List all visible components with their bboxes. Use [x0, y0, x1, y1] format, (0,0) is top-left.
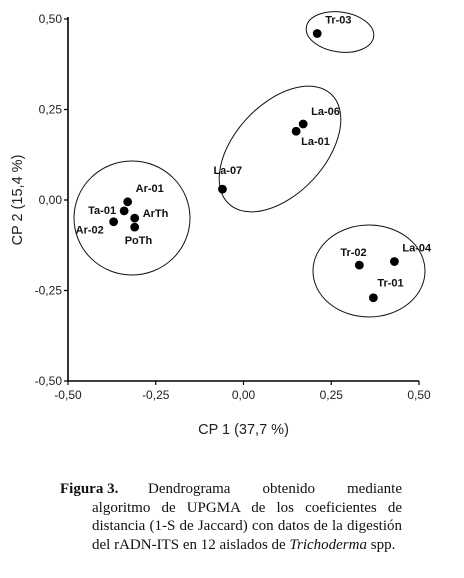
caption-lead: Figura 3. — [60, 481, 119, 497]
cluster-ellipse — [218, 85, 342, 213]
scatter-plot: 0,50 0,25 0,00 -0,25 -0,50-0,50 -0,25 0,00 0,25… — [10, 11, 432, 438]
x-tick-label: -0,50 — [54, 388, 82, 402]
data-point — [130, 222, 140, 232]
point-label: Tr-02 — [340, 247, 366, 259]
caption-body: Dendrograma obtenido mediante algoritmo … — [60, 480, 402, 554]
point-label: Ta-01 — [88, 205, 116, 217]
data-point — [119, 206, 129, 216]
point-label: ArTh — [143, 208, 169, 220]
data-point — [123, 197, 133, 207]
y-tick-label: -0,50 — [35, 374, 63, 388]
point-label: La-06 — [311, 106, 340, 118]
cluster-ellipse — [73, 160, 191, 276]
x-tick-label: 0,50 — [407, 388, 431, 402]
x-tick-label: -0,25 — [142, 388, 170, 402]
cluster-ellipses — [73, 11, 426, 318]
figure-caption: Figura 3. Dendrograma obtenido mediante … — [60, 480, 402, 554]
data-point — [390, 257, 399, 266]
point-label: Ar-02 — [76, 225, 104, 237]
x-tick-label: 0,00 — [232, 388, 256, 402]
data-point — [218, 184, 227, 194]
caption-tail: spp. — [370, 536, 396, 553]
x-axis-title: CP 1 (37,7 %) — [198, 422, 289, 438]
point-label: Ar-01 — [136, 183, 164, 195]
data-point — [354, 260, 364, 270]
data-point — [109, 217, 119, 227]
point-label: Tr-03 — [325, 14, 351, 26]
x-tick-label: 0,25 — [320, 388, 344, 402]
caption-species: Trichoderma — [289, 536, 367, 553]
cluster-ellipse — [312, 224, 426, 318]
point-label: La-04 — [402, 243, 432, 255]
point-label: Tr-01 — [377, 278, 403, 290]
data-point — [312, 29, 322, 38]
point-label: La-01 — [301, 136, 330, 148]
y-tick-label: -0,25 — [35, 284, 63, 298]
data-points: Tr-03 La-06 La-01 La-07 Ar-01 Ta-01 ArTh Ar-02 P… — [76, 14, 432, 303]
data-point — [130, 213, 140, 223]
point-label: PoTh — [125, 235, 153, 247]
y-tick-label: 0,50 — [39, 12, 63, 26]
data-point — [368, 293, 378, 303]
axes: 0,50 0,25 0,00 -0,25 -0,50-0,50 -0,25 0,00 0,25… — [35, 12, 431, 402]
point-label: La-07 — [213, 165, 242, 177]
y-tick-label: 0,25 — [39, 103, 63, 117]
data-point — [298, 119, 308, 129]
y-tick-label: 0,00 — [39, 193, 63, 207]
cluster-ellipse — [305, 11, 375, 53]
data-point — [291, 126, 301, 136]
caption-text: Dendrograma obtenido mediante algoritmo … — [92, 481, 402, 553]
y-axis-title: CP 2 (15,4 %) — [10, 155, 26, 246]
